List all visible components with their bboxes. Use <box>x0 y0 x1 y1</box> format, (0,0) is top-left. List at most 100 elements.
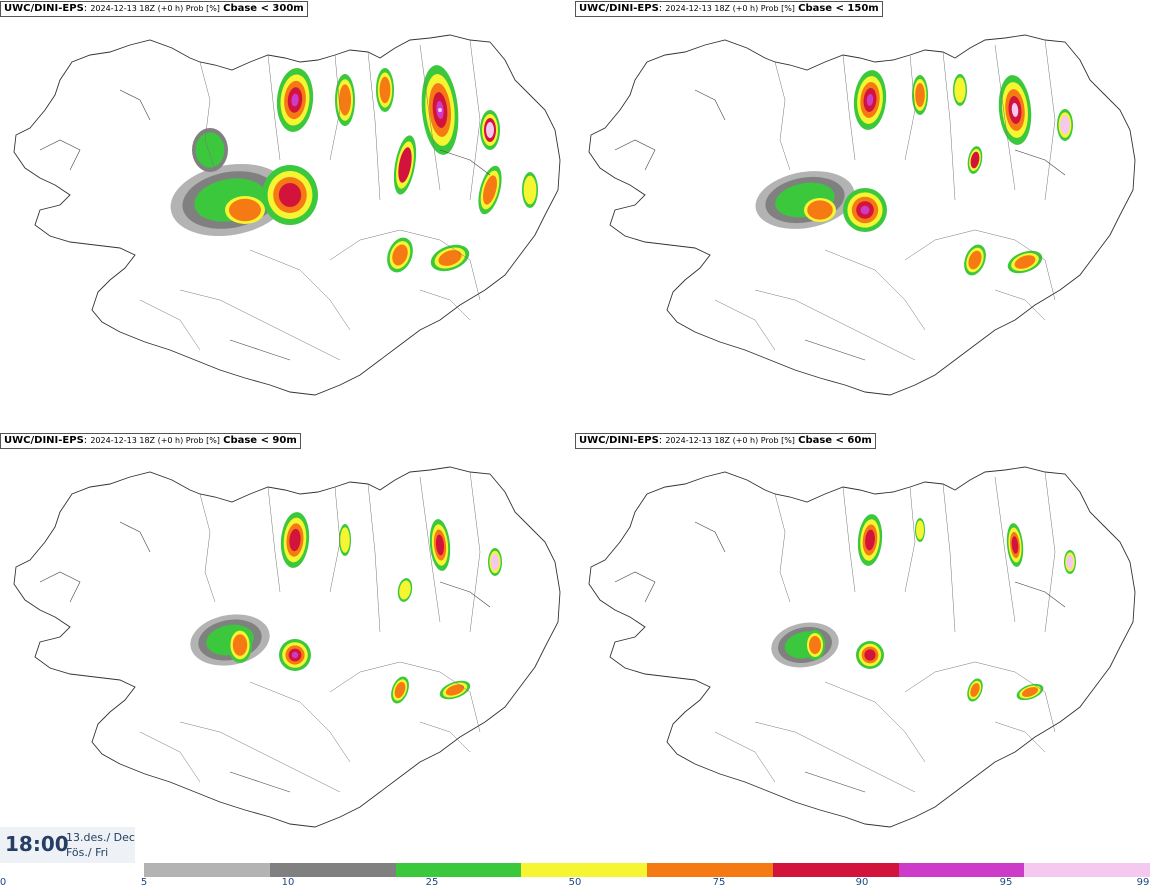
probability-area-magenta <box>291 93 299 107</box>
probability-area-yellow <box>399 580 411 600</box>
probability-area-orange <box>379 76 391 104</box>
terrain-contour <box>714 299 776 351</box>
colorbar-segment <box>144 863 271 877</box>
terrain-contour <box>329 54 341 161</box>
terrain-contour <box>367 51 381 201</box>
colorbar-segment <box>772 863 899 877</box>
colorbar-tick-label: 90 <box>855 877 869 888</box>
colorbar-tick-label: 75 <box>712 877 726 888</box>
terrain-contour <box>754 721 916 793</box>
terrain-contour <box>774 61 791 171</box>
map-panel-150m: UWC/DINI-EPS: 2024-12-13 18Z (+0 h) Prob… <box>575 0 1150 430</box>
probability-area-magenta <box>866 94 874 106</box>
coastline <box>588 34 1136 396</box>
terrain-contour <box>419 476 441 623</box>
terrain-contour <box>1044 471 1056 633</box>
probability-area-pink <box>438 108 442 112</box>
panel-title: UWC/DINI-EPS: 2024-12-13 18Z (+0 h) Prob… <box>575 433 876 449</box>
probability-field <box>190 512 502 704</box>
probability-area-orange <box>232 634 248 656</box>
terrain-contour <box>179 289 341 361</box>
fjord-outline <box>694 521 726 553</box>
terrain-contour <box>904 661 1056 733</box>
fjord-outline <box>39 139 81 171</box>
probability-area-magenta <box>291 651 299 659</box>
probability-area-pink <box>486 122 494 138</box>
terrain-contour <box>842 486 856 593</box>
terrain-contour <box>942 483 956 633</box>
terrain-contour <box>267 54 281 161</box>
terrain-contour <box>367 483 381 633</box>
terrain-contour <box>419 721 471 753</box>
fjord-outline <box>119 89 151 121</box>
probability-area-orange <box>1021 687 1039 697</box>
map-panel-90m: UWC/DINI-EPS: 2024-12-13 18Z (+0 h) Prob… <box>0 432 575 862</box>
valid-time-box: 18:00 13.des./ Dec Fös./ Fri <box>0 827 135 863</box>
fjord-outline <box>614 571 656 603</box>
terrain-contour <box>994 476 1016 623</box>
probability-area-pink <box>490 553 500 571</box>
iceland-map <box>13 34 561 396</box>
probability-area-red <box>865 529 875 551</box>
probability-area-pink <box>1060 115 1070 135</box>
probability-field <box>170 65 538 273</box>
probability-area-orange <box>807 200 833 220</box>
fjord-outline <box>804 771 866 793</box>
terrain-contour <box>419 44 441 191</box>
terrain-contour <box>754 289 916 361</box>
fjord-outline <box>439 581 491 608</box>
panel-title: UWC/DINI-EPS: 2024-12-13 18Z (+0 h) Prob… <box>0 1 308 17</box>
colorbar-tick-label: 99 <box>1136 877 1150 888</box>
colorbar-segment <box>898 863 1025 877</box>
probability-area-green <box>195 132 225 168</box>
colorbar-segment <box>1024 863 1150 877</box>
probability-area-orange <box>445 684 465 696</box>
terrain-contour <box>469 471 481 633</box>
probability-colorbar <box>144 863 1150 877</box>
fjord-outline <box>614 139 656 171</box>
terrain-contour <box>329 486 341 593</box>
probability-area-orange <box>229 198 261 222</box>
terrain-contour <box>994 721 1046 753</box>
probability-area-yellow <box>916 520 924 540</box>
valid-date: 13.des./ Dec Fös./ Fri <box>66 830 135 860</box>
colorbar-segment <box>269 863 396 877</box>
probability-area-orange <box>339 84 351 116</box>
terrain-contour <box>994 289 1046 321</box>
fjord-outline <box>39 571 81 603</box>
terrain-contour <box>469 39 481 201</box>
probability-area-orange <box>394 681 406 699</box>
terrain-contour <box>199 493 216 603</box>
probability-area-yellow <box>954 77 966 103</box>
terrain-contour <box>774 493 791 603</box>
terrain-contour <box>329 229 481 301</box>
colorbar-tick-label: 50 <box>568 877 582 888</box>
probability-area-yellow <box>523 175 537 205</box>
probability-area-red <box>864 649 876 661</box>
fjord-outline <box>1014 581 1066 608</box>
panel-title: UWC/DINI-EPS: 2024-12-13 18Z (+0 h) Prob… <box>575 1 883 17</box>
probability-area-red <box>435 534 445 556</box>
colorbar-segment <box>647 863 774 877</box>
terrain-contour <box>139 731 201 783</box>
terrain-contour <box>1044 39 1056 201</box>
terrain-contour <box>842 54 856 161</box>
probability-area-orange <box>1014 255 1036 269</box>
terrain-contour <box>419 289 471 321</box>
probability-area-red <box>1011 536 1019 554</box>
terrain-contour <box>139 299 201 351</box>
panel-title: UWC/DINI-EPS: 2024-12-13 18Z (+0 h) Prob… <box>0 433 301 449</box>
date-line-2: Fös./ Fri <box>66 846 109 859</box>
probability-area-red <box>289 528 301 552</box>
terrain-contour <box>824 249 926 331</box>
probability-area-pink <box>1011 103 1019 117</box>
probability-area-yellow <box>340 527 350 553</box>
probability-field <box>771 514 1076 702</box>
probability-area-orange <box>968 250 982 270</box>
terrain-contour <box>199 61 216 171</box>
terrain-contour <box>824 681 926 763</box>
fjord-outline <box>119 521 151 553</box>
probability-area-orange <box>970 683 980 697</box>
terrain-contour <box>904 229 1056 301</box>
iceland-map <box>588 466 1136 828</box>
